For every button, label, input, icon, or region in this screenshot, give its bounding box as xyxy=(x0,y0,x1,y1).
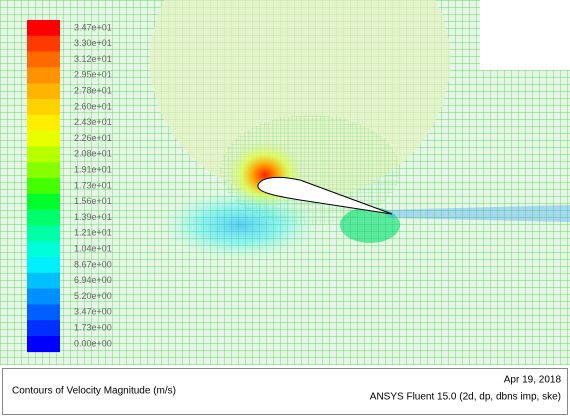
legend-label: 3.47e+01 xyxy=(74,22,112,32)
legend-label: 3.47e+00 xyxy=(74,307,112,317)
legend-label: 1.73e+01 xyxy=(74,180,112,190)
legend-label: 1.21e+01 xyxy=(74,228,112,238)
legend-label: 1.73e+00 xyxy=(74,322,112,332)
legend-swatch xyxy=(27,194,60,210)
legend-label: 2.43e+01 xyxy=(74,117,112,127)
legend-swatch xyxy=(27,36,60,52)
legend-swatch xyxy=(27,83,60,99)
legend-swatch xyxy=(27,131,60,147)
plot-title: Contours of Velocity Magnitude (m/s) xyxy=(12,386,176,397)
legend-swatch xyxy=(27,210,60,226)
legend-swatch xyxy=(27,289,60,305)
legend-label: 0.00e+00 xyxy=(74,338,112,348)
legend-label: 1.56e+01 xyxy=(74,196,112,206)
legend-swatch xyxy=(27,273,60,289)
legend-swatch xyxy=(27,178,60,194)
legend-label: 3.30e+01 xyxy=(74,38,112,48)
legend-label: 1.04e+01 xyxy=(74,243,112,253)
legend-swatch xyxy=(27,162,60,178)
legend-label: 3.12e+01 xyxy=(74,54,112,64)
date: Apr 19, 2018 xyxy=(504,375,562,386)
legend-swatch xyxy=(27,146,60,162)
legend-label: 2.95e+01 xyxy=(74,70,112,80)
footer: Contours of Velocity Magnitude (m/s) Apr… xyxy=(3,369,568,415)
software: ANSYS Fluent 15.0 (2d, dp, dbns imp, ske… xyxy=(370,392,561,403)
legend-swatch xyxy=(27,257,60,273)
legend-swatch xyxy=(27,241,60,257)
legend-label: 1.39e+01 xyxy=(74,212,112,222)
legend-label: 2.26e+01 xyxy=(74,133,112,143)
legend-label: 2.08e+01 xyxy=(74,149,112,159)
screenshot: 3.47e+01 3.30e+01 3.12e+01 2.95e+01 2.78e+01… xyxy=(0,0,570,417)
logo-area xyxy=(480,0,570,70)
legend-swatch xyxy=(27,52,60,68)
legend-swatch xyxy=(27,99,60,115)
legend-swatch xyxy=(27,336,60,352)
legend-swatch xyxy=(27,304,60,320)
legend-swatch xyxy=(27,320,60,336)
legend-label: 8.67e+00 xyxy=(74,259,112,269)
legend-label: 5.20e+00 xyxy=(74,291,112,301)
legend-swatch xyxy=(27,20,60,36)
legend-label: 1.91e+01 xyxy=(74,164,112,174)
legend-swatch xyxy=(27,67,60,83)
legend-label: 6.94e+00 xyxy=(74,275,112,285)
legend-label: 2.78e+01 xyxy=(74,85,112,95)
legend-swatch xyxy=(27,225,60,241)
legend-swatch xyxy=(27,115,60,131)
legend-label: 2.60e+01 xyxy=(74,101,112,111)
